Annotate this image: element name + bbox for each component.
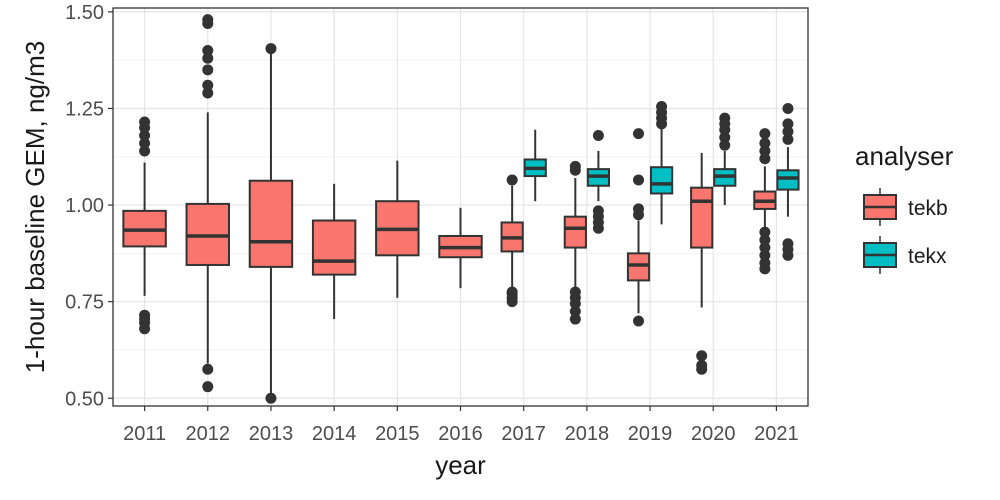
outlier-point [202,52,214,64]
outlier-point [759,137,771,149]
x-tick-label: 2011 [123,423,166,445]
box-iqr [690,186,714,249]
outlier-point [202,363,214,375]
outlier-point [265,392,277,404]
box-iqr [248,179,294,268]
box-tekb-2015 [375,160,420,298]
outlier-point [633,128,645,140]
box-iqr [626,252,651,282]
x-tick-label: 2012 [186,423,231,445]
outlier-point [202,45,214,57]
box-tekb-2017 [500,174,524,308]
outlier-point [506,174,518,186]
outlier-point [633,315,645,327]
outlier-point [202,64,214,76]
outlier-point [782,118,794,130]
box-tekb-2021 [753,128,777,275]
box-tekx-2018 [586,130,611,234]
outlier-point [569,286,581,298]
box-tekx-2020 [713,112,737,206]
outlier-point [202,87,214,99]
outlier-point [592,205,604,217]
outlier-point [696,359,708,371]
outlier-point [592,130,604,142]
outlier-point [759,234,771,246]
outlier-point [719,112,731,124]
x-tick-label: 2015 [375,423,420,445]
outlier-point [139,130,151,142]
outlier-point [569,313,581,325]
x-tick-label: 2013 [249,423,294,445]
outlier-point [782,102,794,114]
box-tekb-2013 [248,43,294,404]
outlier-point [782,133,794,145]
x-tick-label: 2017 [501,423,546,445]
outlier-point [656,101,668,113]
box-tekb-2014 [311,183,357,320]
box-tekb-2019 [626,128,651,327]
outlier-point [633,203,645,215]
x-tick-label: 2020 [691,423,736,445]
outlier-point [782,126,794,138]
legend-title: analyser [855,141,954,171]
y-tick-label: 1.00 [65,195,104,217]
box-iqr [311,219,357,276]
outlier-point [759,249,771,261]
box-tekb-2016 [438,207,483,289]
box-tekx-2021 [776,102,800,261]
outlier-point [265,43,277,55]
box-iqr [563,215,587,249]
axes: 0.50 0.75 1.00 1.25 1.50 2011 2012 2013 2014 2015… [65,2,799,445]
legend-label-tekb: tekb [908,197,948,220]
outlier-point [759,257,771,269]
outlier-point [202,79,214,91]
outlier-point [782,238,794,250]
outlier-point [633,174,645,186]
outlier-point [202,14,214,26]
outlier-point [569,160,581,172]
outlier-point [759,145,771,157]
legend-key-tekx [863,236,897,274]
x-tick-label: 2018 [565,423,610,445]
box-iqr [649,166,674,195]
outlier-point [759,226,771,238]
outlier-point [506,286,518,298]
box-tekx-2017 [523,129,547,202]
outlier-point [139,116,151,128]
outlier-point [759,128,771,140]
box-iqr [776,169,800,191]
outlier-point [759,153,771,165]
legend-key-tekb [863,188,897,226]
y-tick-label: 1.50 [65,2,104,24]
x-axis-title: year [435,450,486,480]
box-tekx-2019 [649,101,674,225]
box-tekb-2011 [122,116,167,335]
outlier-point [719,131,731,143]
box-tekb-2018 [563,160,587,325]
x-tick-label: 2014 [312,423,357,445]
outlier-point [139,145,151,157]
legend: analyser tekb tekx [855,141,954,274]
y-tick-label: 0.75 [65,292,104,314]
legend-label-tekx: tekx [908,245,947,268]
x-tick-label: 2019 [628,423,673,445]
box-tekb-2020 [690,152,714,375]
y-tick-label: 1.25 [65,98,104,120]
outlier-point [696,350,708,362]
outlier-point [202,381,214,393]
outlier-point [759,242,771,254]
box-tekb-2012 [185,14,230,393]
y-axis-title: 1-hour baseline GEM, ng/m3 [20,41,50,373]
outlier-point [139,309,151,321]
outlier-point [719,139,731,151]
outlier-point [139,137,151,149]
y-tick-label: 0.50 [65,388,104,410]
x-tick-label: 2016 [438,423,483,445]
outlier-point [569,305,581,317]
x-tick-label: 2021 [754,423,799,445]
box-layer [122,14,800,404]
